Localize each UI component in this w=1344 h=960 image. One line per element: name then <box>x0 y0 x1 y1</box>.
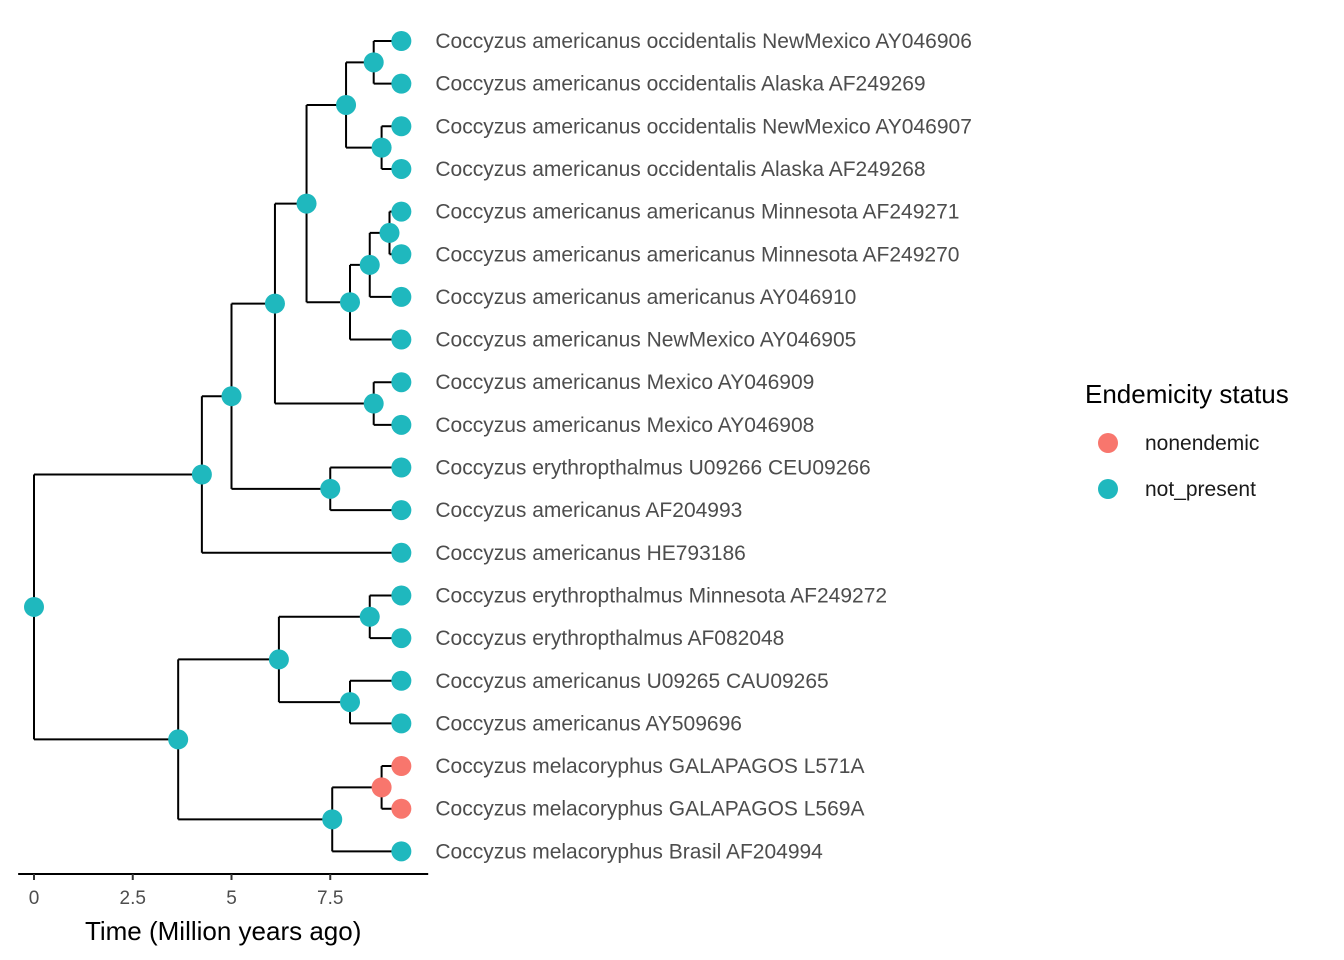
x-axis-title: Time (Million years ago) <box>85 916 361 946</box>
tip-point <box>391 457 412 478</box>
tip-point <box>391 841 412 862</box>
legend-items: nonendemic not_present <box>1098 432 1259 501</box>
tip-point <box>391 670 412 691</box>
tip-label: Coccyzus erythropthalmus U09266 CEU09266 <box>435 457 870 480</box>
x-tick-label: 5 <box>226 888 237 909</box>
tip-label: Coccyzus americanus americanus AY046910 <box>435 286 856 309</box>
node-point <box>363 52 384 73</box>
tip-point <box>391 158 412 179</box>
tip-point <box>391 116 412 137</box>
tree-edges <box>33 40 402 853</box>
tip-point <box>391 31 412 51</box>
node-point <box>24 596 44 617</box>
tip-point <box>391 628 412 649</box>
tip-point <box>391 372 412 393</box>
tip-point <box>391 286 412 307</box>
tip-label: Coccyzus americanus Mexico AY046909 <box>435 371 814 394</box>
node-point <box>221 386 242 407</box>
legend-label: nonendemic <box>1145 432 1259 455</box>
legend-swatch <box>1098 433 1118 453</box>
node-point <box>340 292 360 313</box>
node-point <box>359 254 380 275</box>
tip-point <box>391 414 412 435</box>
tip-point <box>391 73 412 94</box>
node-points <box>24 31 412 862</box>
tip-point <box>391 201 412 222</box>
tip-label: Coccyzus erythropthalmus AF082048 <box>435 627 784 650</box>
tip-labels: Coccyzus americanus occidentalis NewMexi… <box>435 30 972 863</box>
legend-label: not_present <box>1145 478 1256 501</box>
tip-label: Coccyzus americanus americanus Minnesota… <box>435 243 959 266</box>
tip-point <box>391 329 412 350</box>
tip-point <box>391 244 412 265</box>
node-point <box>371 137 392 158</box>
tip-point <box>391 713 412 734</box>
legend: Endemicity status nonendemic not_present <box>1085 379 1289 501</box>
legend-title: Endemicity status <box>1085 379 1289 409</box>
tip-label: Coccyzus americanus americanus Minnesota… <box>435 201 959 224</box>
x-axis: 0 2.5 5 7.5 Time (Million years ago) <box>18 873 429 946</box>
tip-point <box>391 500 412 521</box>
x-axis-ticks: 0 2.5 5 7.5 <box>29 874 343 909</box>
tip-label: Coccyzus melacoryphus GALAPAGOS L571A <box>435 755 864 778</box>
tip-label: Coccyzus americanus occidentalis Alaska … <box>435 158 925 181</box>
tip-label: Coccyzus americanus occidentalis Alaska … <box>435 73 925 96</box>
tip-label: Coccyzus americanus U09265 CAU09265 <box>435 670 828 693</box>
node-point <box>359 606 380 627</box>
tip-point <box>391 585 412 606</box>
tip-label: Coccyzus americanus occidentalis NewMexi… <box>435 30 972 53</box>
node-point <box>371 777 392 798</box>
x-tick-label: 2.5 <box>120 888 146 909</box>
node-point <box>379 222 400 243</box>
tip-label: Coccyzus americanus AY509696 <box>435 712 742 735</box>
node-point <box>191 464 212 485</box>
tip-point <box>391 798 412 819</box>
node-point <box>268 649 289 670</box>
tip-label: Coccyzus americanus Mexico AY046908 <box>435 414 814 437</box>
node-point <box>340 692 360 713</box>
node-point <box>264 293 285 314</box>
legend-swatch <box>1098 479 1118 499</box>
node-point <box>363 393 384 414</box>
tip-point <box>391 542 412 563</box>
node-point <box>296 193 317 214</box>
tip-label: Coccyzus erythropthalmus Minnesota AF249… <box>435 584 887 607</box>
x-tick-label: 7.5 <box>317 888 343 909</box>
tip-label: Coccyzus americanus AF204993 <box>435 499 742 522</box>
tip-label: Coccyzus americanus NewMexico AY046905 <box>435 329 856 352</box>
tip-point <box>391 756 412 777</box>
tip-label: Coccyzus melacoryphus Brasil AF204994 <box>435 840 823 863</box>
node-point <box>320 478 341 499</box>
tip-label: Coccyzus melacoryphus GALAPAGOS L569A <box>435 798 864 821</box>
x-tick-label: 0 <box>29 888 40 909</box>
node-point <box>322 809 343 830</box>
tip-label: Coccyzus americanus occidentalis NewMexi… <box>435 115 972 138</box>
node-point <box>168 729 189 750</box>
node-point <box>336 94 357 115</box>
tip-label: Coccyzus americanus HE793186 <box>435 542 745 565</box>
